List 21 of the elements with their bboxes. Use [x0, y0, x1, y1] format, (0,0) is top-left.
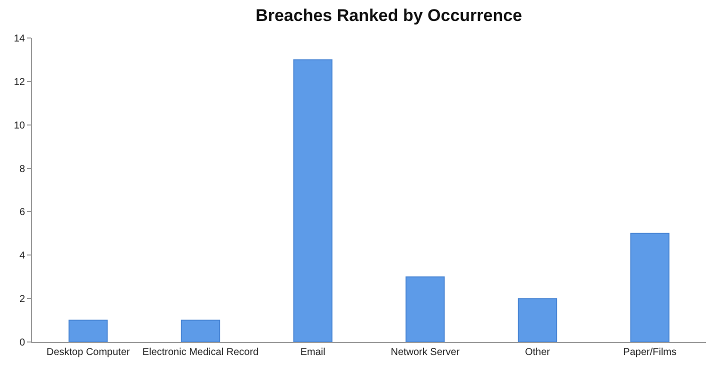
x-tick-label: Network Server [390, 347, 460, 358]
bar [180, 320, 220, 342]
y-tick-label: 6 [19, 207, 26, 218]
x-tick-label: Paper/Films [623, 347, 677, 358]
x-tick-label: Electronic Medical Record [142, 347, 259, 358]
bar [518, 298, 558, 342]
x-tick-label: Desktop Computer [46, 347, 131, 358]
bar [406, 276, 445, 342]
x-tick-label: Other [524, 347, 551, 358]
bar [293, 59, 332, 342]
y-tick-label: 10 [14, 120, 26, 132]
bar [68, 320, 108, 342]
y-tick-label: 4 [19, 250, 26, 262]
y-tick-label: 14 [14, 34, 26, 44]
y-tick-label: 12 [14, 76, 26, 88]
chart-title: Breaches Ranked by Occurrence [256, 6, 522, 26]
y-tick-label: 2 [19, 294, 26, 306]
y-tick-label: 8 [19, 164, 26, 175]
bar [630, 232, 670, 342]
y-tick-label: 0 [19, 338, 26, 348]
x-tick-label: Email [300, 347, 326, 358]
